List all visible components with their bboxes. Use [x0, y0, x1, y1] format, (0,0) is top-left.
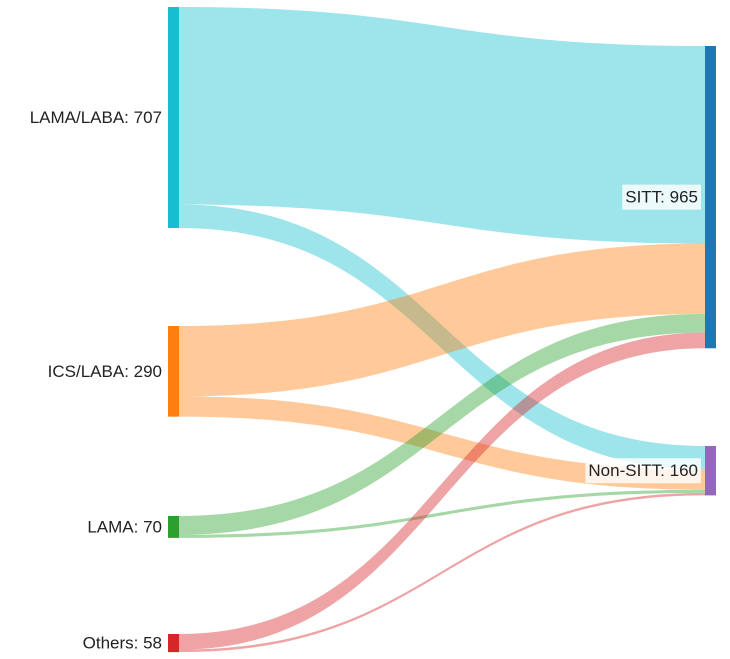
node-label-lama: LAMA: 70	[87, 517, 162, 536]
link-others-to-sitt	[179, 332, 705, 650]
node-lama_laba	[168, 7, 179, 228]
nodes-layer	[168, 7, 716, 653]
node-label-lama_laba: LAMA/LABA: 707	[30, 108, 162, 127]
node-label-non_sitt: Non-SITT: 160	[588, 461, 698, 480]
node-others	[168, 634, 179, 653]
node-lama	[168, 516, 179, 538]
link-ics_laba-to-non_sitt	[179, 396, 705, 490]
node-label-sitt: SITT: 965	[625, 188, 698, 207]
labels-layer: LAMA/LABA: 707 ICS/LABA: 290 LAMA: 70 Other…	[30, 108, 701, 653]
link-lama-to-sitt	[179, 313, 705, 535]
link-lama_laba-to-sitt	[179, 7, 705, 244]
link-others-to-non_sitt	[179, 492, 705, 653]
node-sitt	[705, 46, 716, 349]
node-label-bg-non_sitt	[585, 458, 701, 484]
link-lama-to-non_sitt	[179, 489, 705, 538]
node-label-others: Others: 58	[83, 634, 162, 653]
links-layer	[179, 7, 705, 653]
node-ics_laba	[168, 326, 179, 417]
node-label-ics_laba: ICS/LABA: 290	[48, 362, 162, 381]
node-non_sitt	[705, 446, 716, 496]
node-label-bg-sitt	[622, 184, 701, 210]
link-lama_laba-to-non_sitt	[179, 204, 705, 470]
link-ics_laba-to-sitt	[179, 243, 705, 397]
